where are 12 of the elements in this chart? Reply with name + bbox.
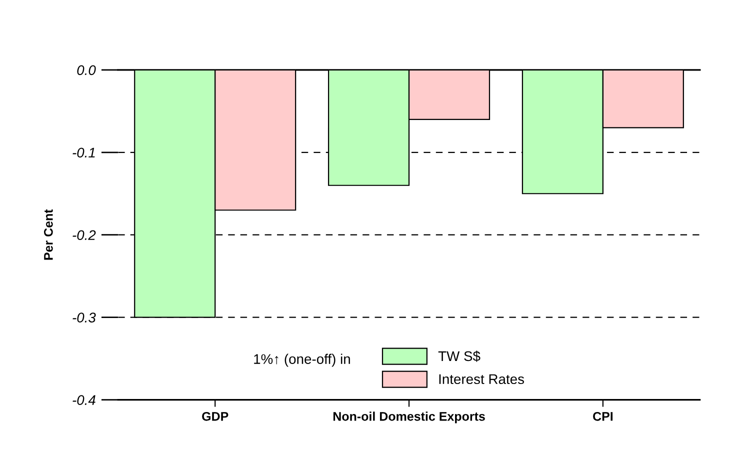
y-axis-title: Per Cent [44,209,53,260]
y-tick-label: -0.4 [72,395,96,405]
annotation: 1%↑ (one-off) in [254,354,350,367]
y-tick-label: -0.3 [72,312,96,323]
y-tick-label: -0.1 [72,148,95,158]
y-tick-label: -0.2 [72,230,96,240]
y-tick-label: 0.0 [77,65,96,76]
x-tick-label: GDP [202,412,228,421]
legend-label: Interest Rates [439,374,524,384]
x-tick-label: CPI [593,412,613,421]
x-tick-label: Non-oil Domestic Exports [333,412,485,424]
legend-label: TW S$ [438,350,480,362]
